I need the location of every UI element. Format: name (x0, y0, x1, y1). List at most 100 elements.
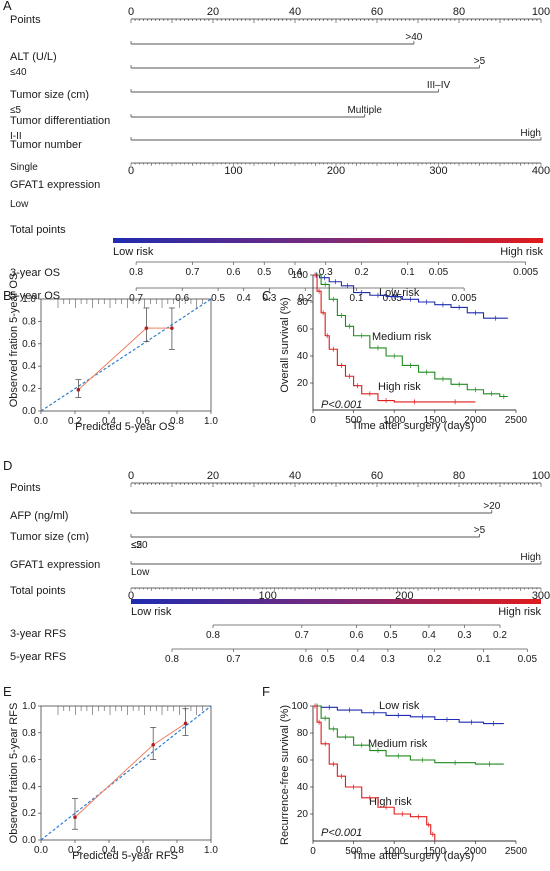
x-tick-label: 1000 (383, 415, 406, 426)
gfat1-low-label: Low (10, 199, 29, 210)
survival-prob-label: 0.05 (518, 654, 538, 665)
total-points-tick-label: 0 (128, 590, 134, 602)
survival-prob-label: 0.7 (295, 630, 309, 641)
y-tick-label: 0.8 (22, 316, 36, 327)
x-tick-label: 1500 (424, 846, 447, 857)
x-tick-label: 0.6 (136, 845, 150, 856)
row-label-gfat1-d: GFAT1 expression (10, 559, 100, 571)
variable-level-label-high: High (520, 128, 541, 139)
ideal-diagonal-line (40, 705, 212, 841)
x-tick-label: 0 (310, 415, 316, 426)
survival-prob-label: 0.5 (211, 293, 225, 304)
survival-prob-label: 0.005 (513, 267, 538, 278)
survival-prob-label: 0.1 (477, 654, 491, 665)
differentiation-low-label: I-II (10, 131, 22, 142)
survival-prob-label: 0.5 (321, 654, 335, 665)
row-label-alt: ALT (U/L) (10, 51, 57, 63)
x-tick-label: 1.0 (204, 845, 218, 856)
afp-low-label: ≤20 (131, 540, 148, 551)
high-risk-label-d: High risk (498, 606, 541, 618)
y-axis-title-c: Overall survival (%) (279, 297, 291, 392)
calibration-point (151, 743, 155, 747)
survival-prob-label: 0.3 (262, 293, 276, 304)
survival-prob-label: 0.6 (175, 293, 189, 304)
nomogram-rfs: D Points AFP (ng/ml) Tumor size (cm) GFA… (3, 458, 541, 663)
survival-prob-label: 0.2 (427, 654, 441, 665)
total-points-tick-label: 400 (532, 165, 550, 177)
total-points-tick-label: 100 (258, 590, 276, 602)
y-tick-label: 0.4 (22, 361, 36, 372)
row-label-gfat1: GFAT1 expression (10, 179, 100, 191)
survival-prob-label: 0.05 (383, 293, 403, 304)
survival-curve-high-risk (313, 274, 476, 403)
panel-label-d: D (3, 458, 12, 473)
points-tick-label: 0 (128, 6, 134, 18)
km-plot-os: C Time after surgery (days) Overall surv… (262, 287, 474, 432)
calibration-point (73, 815, 77, 820)
survival-prob-label: 0.8 (129, 267, 143, 278)
y-tick-label: 100 (291, 270, 308, 281)
variable-level-label-high: >40 (405, 32, 422, 43)
survival-prob-label: 0.8 (206, 630, 220, 641)
total-points-tick-label: 300 (532, 590, 550, 602)
y-tick-label: 0.0 (22, 406, 36, 417)
calibration-curve-e (74, 723, 186, 818)
row-label-3yr-rfs: 3-year RFS (10, 628, 66, 640)
total-points-tick-label: 300 (429, 165, 447, 177)
x-axis-title-f: Time after surgery (days) (352, 850, 474, 862)
legend-low-f: Low risk (379, 700, 420, 712)
x-tick-label: 500 (345, 415, 362, 426)
y-tick-label: 80 (297, 297, 309, 308)
points-tick-label: 80 (453, 470, 465, 482)
row-label-5yr-rfs: 5-year RFS (10, 651, 66, 663)
survival-curve-high-risk (313, 705, 436, 841)
tumor-number-low-label: Single (10, 162, 38, 173)
y-tick-label: 0.0 (22, 835, 36, 846)
x-axis-title-c: Time after surgery (days) (352, 420, 474, 432)
survival-prob-label: 0.005 (452, 293, 477, 304)
panel-label-a: A (3, 0, 12, 13)
chart-marks: 0 20 40 60 80 100 >40 >5 III–IV Multiple High 0 100 2… (22, 6, 550, 857)
survival-prob-label: 0.5 (384, 630, 398, 641)
km-plot-rfs: F Time after surgery (days) Recurrence-f… (262, 684, 474, 862)
x-axis-title-e: Predicted 5-year RFS (72, 850, 178, 862)
survival-prob-label: 0.6 (299, 654, 313, 665)
survival-prob-label: 0.6 (227, 267, 241, 278)
x-axis-title-b: Predicted 5-year OS (75, 421, 175, 433)
y-tick-label: 1.0 (22, 294, 36, 305)
plot-frame-b (40, 298, 212, 412)
y-axis-title-b: Observed fration 5-year OS (8, 273, 20, 408)
low-risk-label-d: Low risk (131, 606, 172, 618)
tumor-size-low-label: ≤5 (10, 105, 21, 116)
legend-low-c: Low risk (379, 287, 420, 299)
row-label-total-points: Total points (10, 224, 66, 236)
p-value-f: P<0.001 (321, 827, 362, 839)
row-label-tumor-size-d: Tumor size (cm) (10, 531, 89, 543)
y-tick-label: 60 (297, 755, 309, 766)
total-points-tick-label: 200 (395, 590, 413, 602)
ideal-diagonal-line (40, 298, 212, 412)
survival-prob-label: 0.3 (381, 654, 395, 665)
x-tick-label: 500 (345, 846, 362, 857)
calibration-point (76, 387, 81, 392)
risk-gradient-bar (113, 238, 543, 243)
y-axis-title-e: Observed fration 5-year RFS (8, 703, 20, 844)
calibration-point (144, 326, 149, 330)
calibration-point (183, 721, 188, 726)
variable-level-label-low: Low (131, 567, 150, 578)
points-tick-label: 100 (532, 6, 550, 18)
survival-prob-label: 0.4 (422, 630, 436, 641)
row-label-tumor-size: Tumor size (cm) (10, 89, 89, 101)
survival-prob-label: 0.1 (350, 293, 364, 304)
y-tick-label: 20 (297, 378, 309, 389)
x-tick-label: 1.0 (204, 416, 218, 427)
points-tick-label: 0 (128, 470, 134, 482)
survival-prob-label: 0.5 (257, 267, 271, 278)
survival-prob-label: 0.2 (298, 293, 312, 304)
y-tick-label: 20 (297, 809, 309, 820)
x-tick-label: 2000 (464, 846, 487, 857)
x-tick-label: 0.2 (68, 845, 82, 856)
points-tick-label: 80 (453, 6, 465, 18)
x-tick-label: 0.0 (34, 845, 48, 856)
variable-level-label-high: >5 (474, 56, 486, 67)
